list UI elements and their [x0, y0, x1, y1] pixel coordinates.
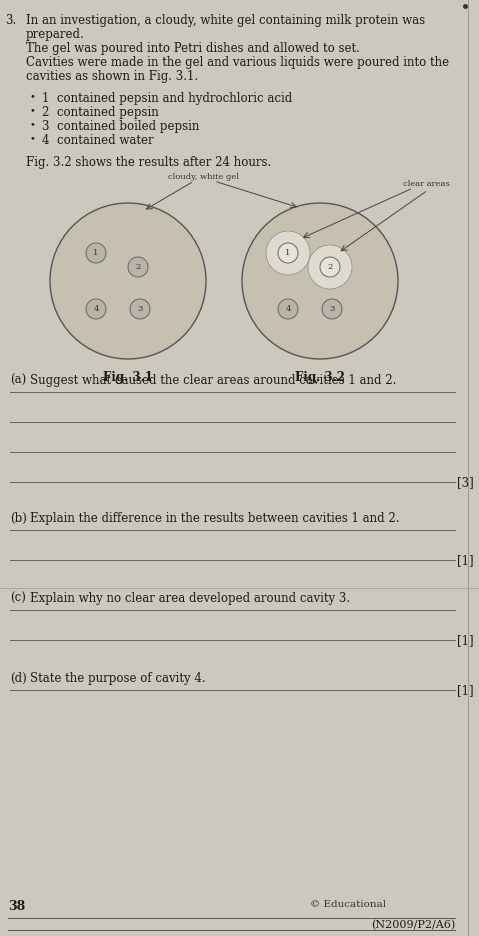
Text: •: • — [30, 134, 36, 143]
Text: (N2009/P2/A6): (N2009/P2/A6) — [371, 920, 455, 930]
Text: 2: 2 — [136, 263, 141, 271]
Text: Cavities were made in the gel and various liquids were poured into the: Cavities were made in the gel and variou… — [26, 56, 449, 69]
Circle shape — [86, 243, 106, 263]
Text: [1]: [1] — [457, 635, 474, 648]
Text: Suggest what caused the clear areas around cavities 1 and 2.: Suggest what caused the clear areas arou… — [30, 374, 397, 387]
Text: (d): (d) — [10, 672, 27, 685]
Text: cavities as shown in Fig. 3.1.: cavities as shown in Fig. 3.1. — [26, 70, 198, 83]
Circle shape — [50, 203, 206, 359]
Text: (c): (c) — [10, 592, 26, 605]
Text: [3]: [3] — [457, 476, 474, 490]
Text: 4: 4 — [285, 305, 291, 313]
Text: prepared.: prepared. — [26, 28, 85, 41]
Circle shape — [322, 299, 342, 319]
Circle shape — [320, 257, 340, 277]
Text: Fig. 3.2 shows the results after 24 hours.: Fig. 3.2 shows the results after 24 hour… — [26, 156, 271, 169]
Text: [1]: [1] — [457, 554, 474, 567]
Circle shape — [266, 231, 310, 275]
Circle shape — [308, 245, 352, 289]
Text: 3.: 3. — [5, 14, 16, 27]
Text: In an investigation, a cloudy, white gel containing milk protein was: In an investigation, a cloudy, white gel… — [26, 14, 425, 27]
Text: The gel was poured into Petri dishes and allowed to set.: The gel was poured into Petri dishes and… — [26, 42, 360, 55]
Text: Explain the difference in the results between cavities 1 and 2.: Explain the difference in the results be… — [30, 512, 399, 525]
Text: •: • — [30, 120, 36, 129]
Text: 2  contained pepsin: 2 contained pepsin — [42, 106, 159, 119]
Text: Fig. 3.2: Fig. 3.2 — [295, 371, 345, 384]
Text: •: • — [30, 106, 36, 115]
Circle shape — [130, 299, 150, 319]
Text: 38: 38 — [8, 900, 25, 913]
Text: 4  contained water: 4 contained water — [42, 134, 154, 147]
Circle shape — [278, 299, 298, 319]
Text: cloudy, white gel: cloudy, white gel — [169, 173, 240, 181]
Circle shape — [242, 203, 398, 359]
Text: (a): (a) — [10, 374, 26, 387]
Circle shape — [86, 299, 106, 319]
Text: Fig. 3.1: Fig. 3.1 — [103, 371, 153, 384]
Text: 3: 3 — [137, 305, 143, 313]
Text: 3  contained boiled pepsin: 3 contained boiled pepsin — [42, 120, 199, 133]
Text: 3: 3 — [329, 305, 335, 313]
Text: [1]: [1] — [457, 684, 474, 697]
Text: 1: 1 — [285, 249, 291, 257]
Text: 2: 2 — [327, 263, 332, 271]
Circle shape — [128, 257, 148, 277]
Text: •: • — [30, 92, 36, 101]
Text: Explain why no clear area developed around cavity 3.: Explain why no clear area developed arou… — [30, 592, 350, 605]
Text: © Educational: © Educational — [310, 900, 386, 909]
Text: 1: 1 — [93, 249, 99, 257]
Text: clear areas: clear areas — [403, 180, 450, 188]
Text: 4: 4 — [93, 305, 99, 313]
Text: 1  contained pepsin and hydrochloric acid: 1 contained pepsin and hydrochloric acid — [42, 92, 292, 105]
Text: (b): (b) — [10, 512, 27, 525]
Circle shape — [278, 243, 298, 263]
Text: State the purpose of cavity 4.: State the purpose of cavity 4. — [30, 672, 205, 685]
